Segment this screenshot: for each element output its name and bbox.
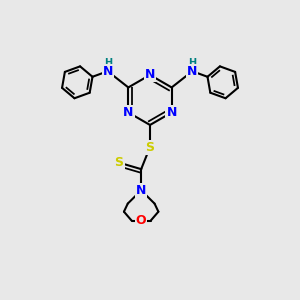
Text: O: O	[136, 214, 146, 227]
Text: S: S	[146, 141, 154, 154]
Text: N: N	[167, 106, 177, 119]
Text: N: N	[123, 106, 134, 119]
Text: N: N	[145, 68, 155, 81]
Text: H: H	[104, 58, 112, 68]
Text: N: N	[103, 65, 113, 78]
Text: N: N	[187, 65, 197, 78]
Text: N: N	[136, 184, 146, 197]
Text: S: S	[115, 156, 124, 169]
Text: H: H	[188, 58, 196, 68]
